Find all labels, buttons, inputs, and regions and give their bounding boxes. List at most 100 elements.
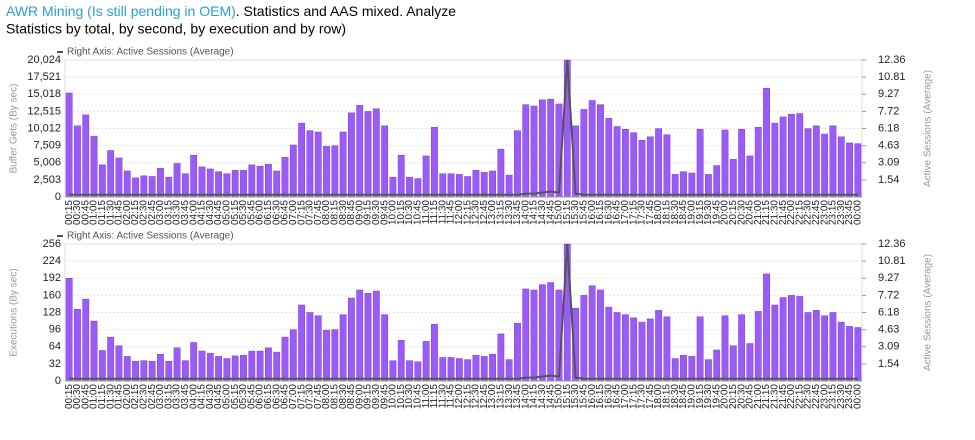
y-tick-label: 20,024 [27,54,61,66]
bar [721,129,729,198]
x-tick-label: 00:30 [72,384,83,409]
x-tick-label: 20:30 [736,200,747,225]
bar [846,326,853,382]
bar [597,104,604,198]
x-tick-label: 09:00 [354,200,365,225]
bar [497,148,505,198]
y-tick-label: 12,515 [27,105,61,117]
x-tick-label: 03:15 [163,384,174,409]
bar [621,129,629,198]
y-tick-label: 7,509 [33,140,61,152]
bar [90,135,98,198]
x-tick-label: 21:30 [769,200,780,225]
x-tick-label: 22:45 [811,384,822,409]
y-tick-label: 128 [43,306,61,318]
bar [90,320,98,382]
line-series [69,59,858,196]
x-tick-label: 09:45 [379,200,390,225]
bar [455,358,463,382]
bar [613,312,621,382]
x-tick-label: 11:30 [437,384,448,409]
x-tick-label: 11:00 [421,200,432,225]
bar [630,317,638,382]
x-tick-label: 22:15 [794,200,805,225]
x-tick-label: 16:30 [603,200,614,225]
x-tick-label: 12:15 [462,384,473,409]
x-tick-label: 07:45 [313,200,324,225]
bar [115,345,123,382]
y-axis-label: Buffer Gets (By sec) [9,84,20,174]
x-tick-label: 10:30 [404,384,415,409]
x-tick-label: 14:45 [545,200,556,225]
x-tick-label: 12:30 [471,200,482,225]
bar [713,349,721,382]
bar [497,333,505,382]
x-tick-label: 13:45 [512,384,523,409]
x-tick-label: 19:45 [711,384,722,409]
y2-tick-label: 3.09 [878,157,899,169]
x-tick-label: 02:00 [122,200,133,225]
x-tick-label: 19:30 [703,200,714,225]
bar [746,343,754,382]
x-tick-label: 21:00 [753,384,764,409]
y-tick-label: 96 [49,324,61,336]
x-tick-label: 05:30 [238,200,249,225]
x-tick-label: 21:15 [761,384,772,409]
bar [538,284,546,382]
y2-tick-label: 9.27 [878,272,899,284]
bar [364,111,372,198]
x-tick-label: 22:30 [803,384,814,409]
bar [630,132,638,198]
x-tick-label: 06:00 [255,200,266,225]
bar [65,278,73,382]
y-tick-label: 0 [55,191,61,203]
y-tick-label: 10,012 [27,122,61,134]
bar [705,174,712,198]
x-tick-label: 07:30 [305,384,316,409]
y2-tick-label: 12.36 [878,238,906,250]
x-tick-label: 18:00 [653,384,664,409]
bar [480,172,488,198]
bar [680,171,687,198]
bar [306,130,314,198]
x-tick-label: 00:00 [852,200,863,225]
bar [314,131,322,198]
x-tick-label: 14:15 [529,384,540,409]
x-tick-label: 20:15 [728,384,739,409]
x-tick-label: 16:00 [587,200,598,225]
x-tick-label: 06:15 [263,200,274,225]
bar [605,118,613,198]
header-link[interactable]: AWR Mining (Is still pending in OEM) [6,3,236,19]
bar [588,285,596,382]
bar [796,113,804,198]
x-tick-label: 05:00 [222,200,233,225]
x-tick-label: 18:15 [662,200,673,225]
x-tick-label: 04:15 [197,384,208,409]
x-tick-label: 12:00 [454,200,465,225]
x-tick-label: 20:15 [728,200,739,225]
bar [82,114,90,198]
bar [123,356,131,382]
y2-tick-label: 6.18 [878,306,899,318]
y2-tick-label: 10.81 [878,71,906,83]
y-axis-label: Executions (By sec) [9,268,20,356]
x-tick-label: 07:00 [288,384,299,409]
bar [157,353,164,382]
x-tick-label: 13:00 [487,384,498,409]
bar [447,357,455,382]
x-tick-label: 01:45 [114,384,125,409]
x-tick-label: 01:30 [105,384,116,409]
x-tick-label: 21:45 [778,200,789,225]
bar [306,312,314,382]
bar [597,289,604,382]
bar [264,163,272,198]
header-text: . Statistics and AAS mixed. Analyze [236,3,456,19]
bar [248,164,256,198]
bar [588,100,596,198]
bar [190,342,198,382]
x-tick-label: 19:30 [703,384,714,409]
x-tick-label: 23:00 [819,200,830,225]
x-tick-label: 10:15 [396,384,407,409]
x-tick-label: 07:15 [296,200,307,225]
x-tick-label: 10:45 [412,384,423,409]
